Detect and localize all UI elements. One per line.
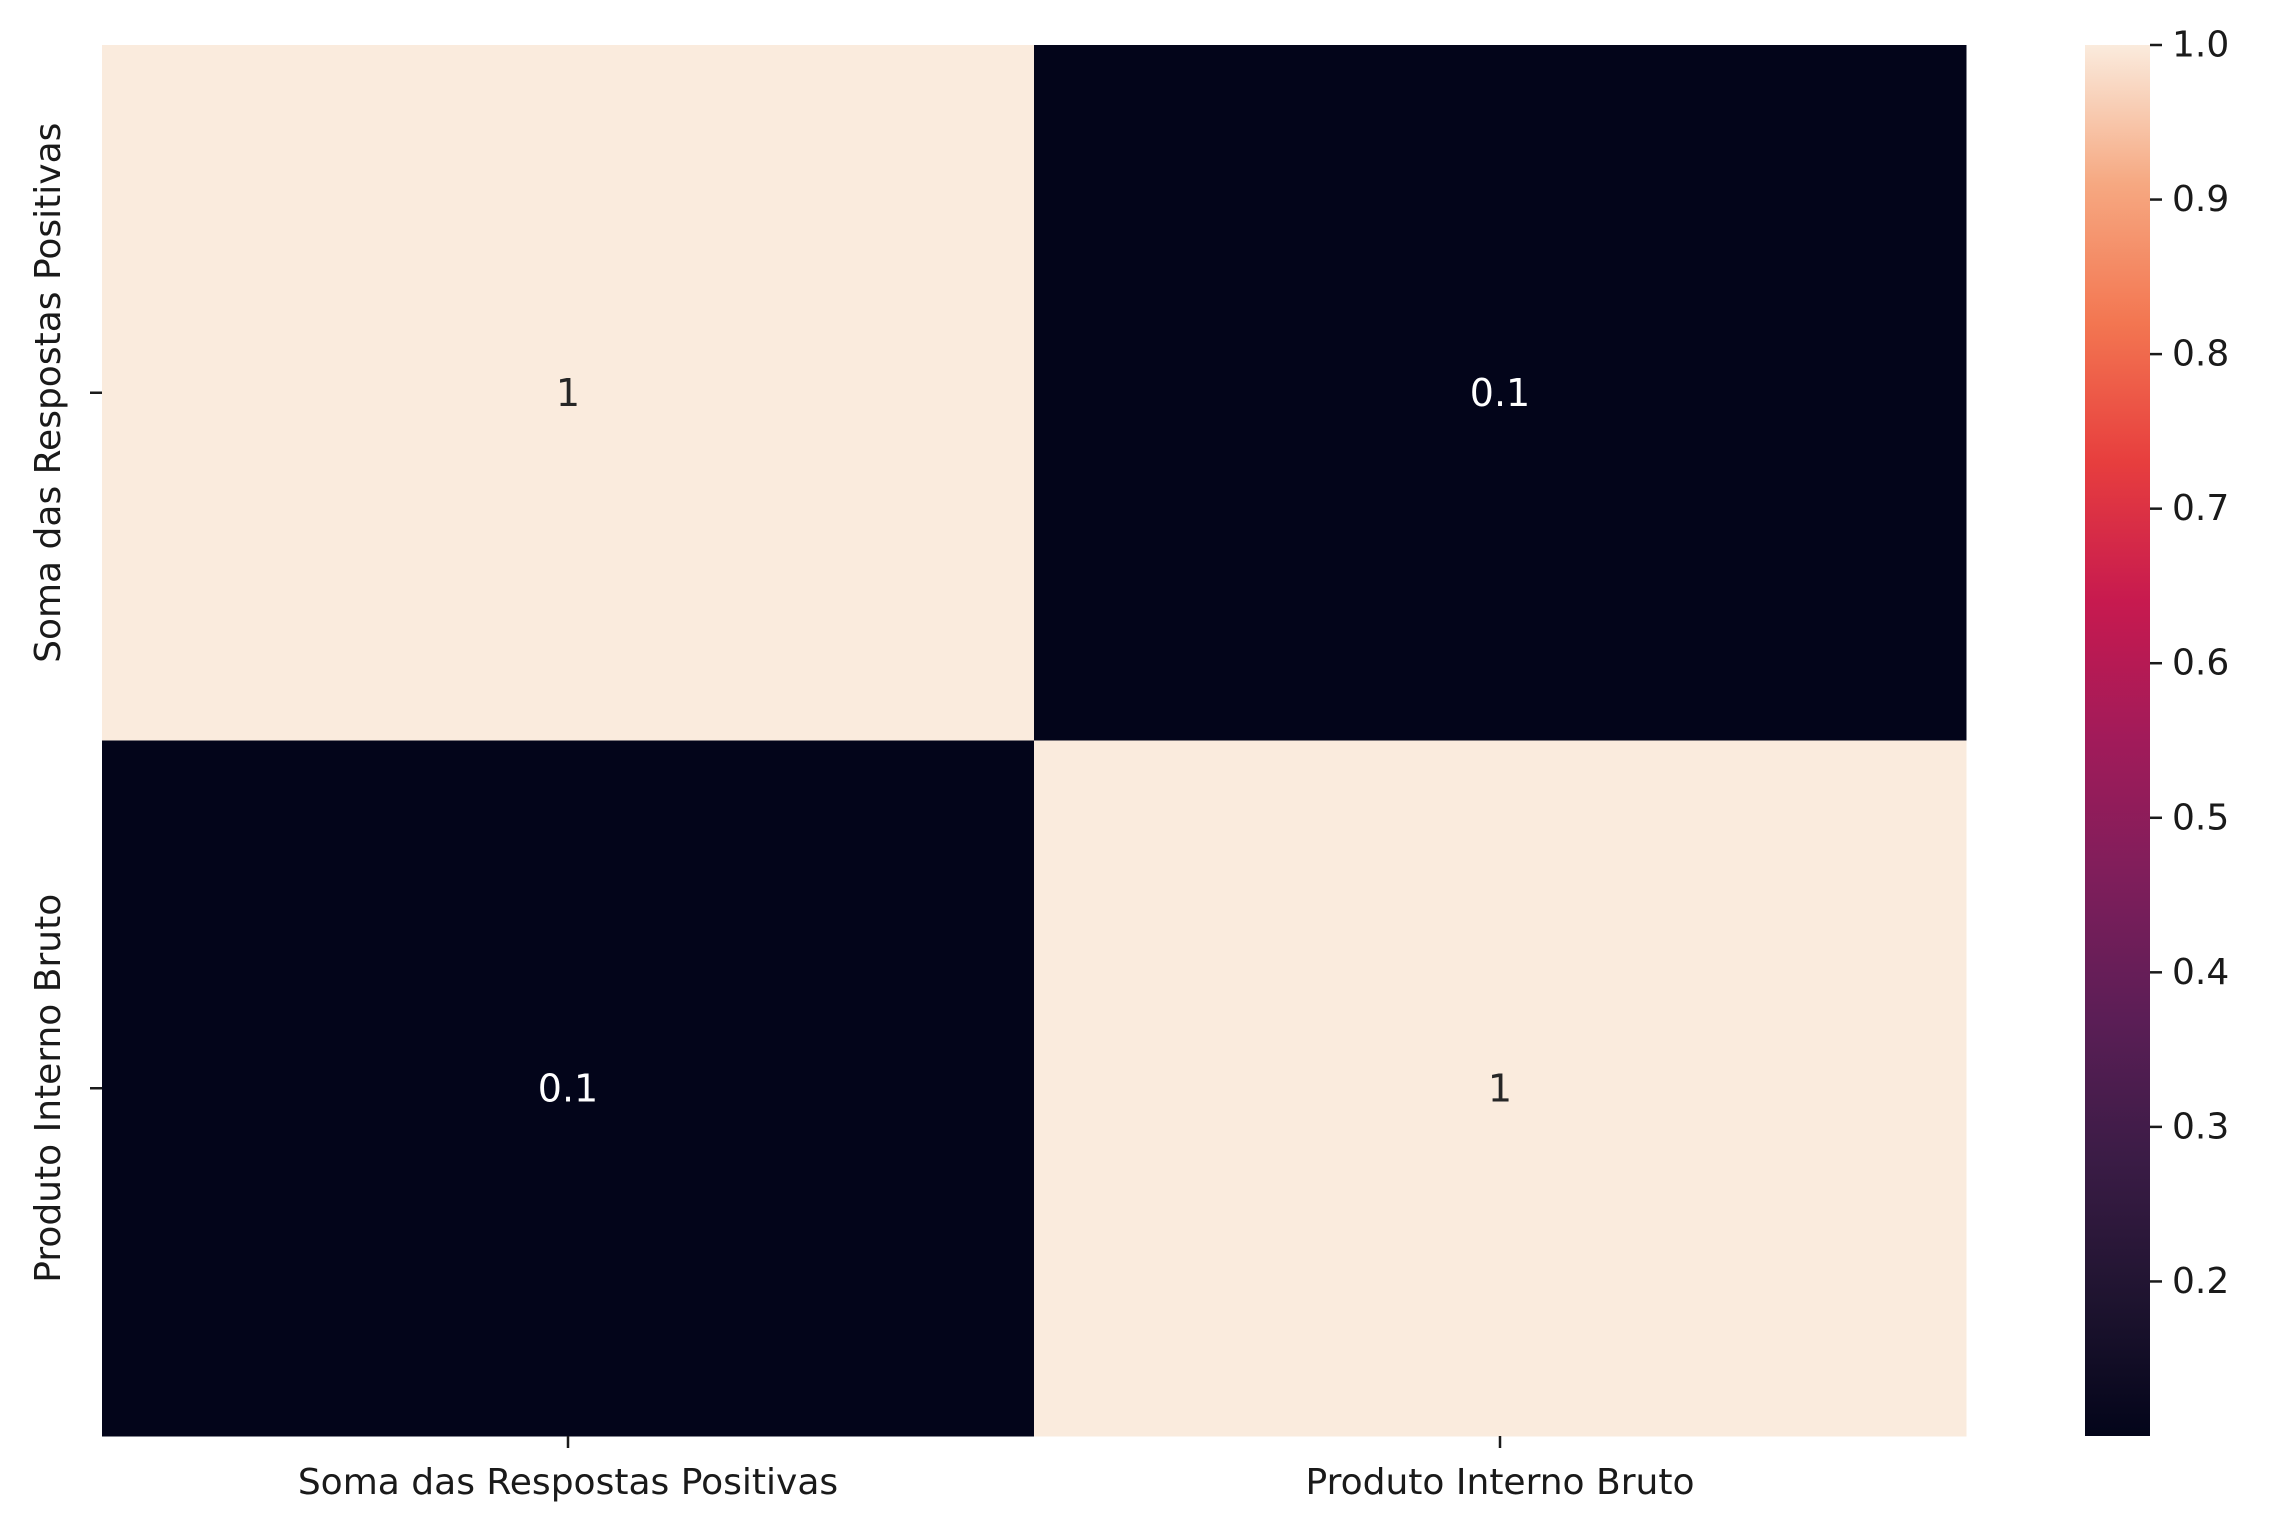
cell-annotation: 1	[556, 371, 580, 415]
colorbar-tick-label: 0.3	[2172, 1106, 2229, 1147]
colorbar-tick-label: 0.6	[2172, 643, 2229, 684]
heatmap-cell	[102, 740, 1035, 1437]
colorbar: 0.2 0.3 0.4 0.5 0.6 0.7 0.8 0.9 1.0	[2085, 25, 2229, 1436]
colorbar-gradient	[2085, 45, 2150, 1436]
cell-annotation: 1	[1488, 1066, 1512, 1110]
cell-annotation: 0.1	[538, 1066, 598, 1110]
heatmap-cell	[1034, 45, 1967, 741]
colorbar-tick-label: 0.8	[2172, 334, 2229, 375]
heatmap-cells: 1 0.1 0.1 1	[102, 45, 1967, 1437]
colorbar-tick-label: 0.4	[2172, 952, 2229, 993]
colorbar-tick-label: 0.7	[2172, 488, 2229, 529]
y-tick-label: Produto Interno Bruto	[28, 894, 69, 1283]
cell-annotation: 0.1	[1470, 371, 1530, 415]
y-axis: Soma das Respostas Positivas Produto Inte…	[28, 123, 102, 1283]
x-axis: Soma das Respostas Positivas Produto Inte…	[298, 1436, 1695, 1503]
colorbar-tick-label: 0.2	[2172, 1261, 2229, 1302]
y-tick-label: Soma das Respostas Positivas	[28, 123, 69, 663]
colorbar-tick-label: 0.5	[2172, 797, 2229, 838]
x-tick-label: Soma das Respostas Positivas	[298, 1462, 838, 1503]
heatmap-cell	[1034, 740, 1967, 1437]
heatmap-cell	[102, 45, 1035, 741]
colorbar-tick-label: 0.9	[2172, 179, 2229, 220]
colorbar-tick-label: 1.0	[2172, 25, 2229, 66]
x-tick-label: Produto Interno Bruto	[1306, 1462, 1695, 1503]
